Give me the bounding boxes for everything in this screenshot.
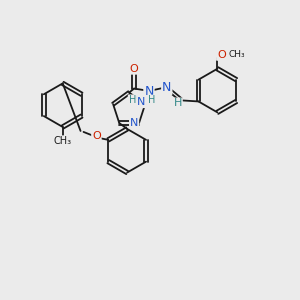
Text: O: O — [92, 131, 101, 141]
Text: N: N — [144, 85, 154, 98]
Text: N: N — [137, 97, 146, 107]
Text: H: H — [173, 98, 182, 108]
Text: O: O — [130, 64, 139, 74]
Text: CH₃: CH₃ — [228, 50, 245, 59]
Text: N: N — [162, 81, 172, 94]
Text: O: O — [217, 50, 226, 60]
Text: H: H — [129, 95, 136, 105]
Text: H: H — [148, 95, 156, 106]
Text: CH₃: CH₃ — [54, 136, 72, 146]
Text: N: N — [130, 118, 138, 128]
